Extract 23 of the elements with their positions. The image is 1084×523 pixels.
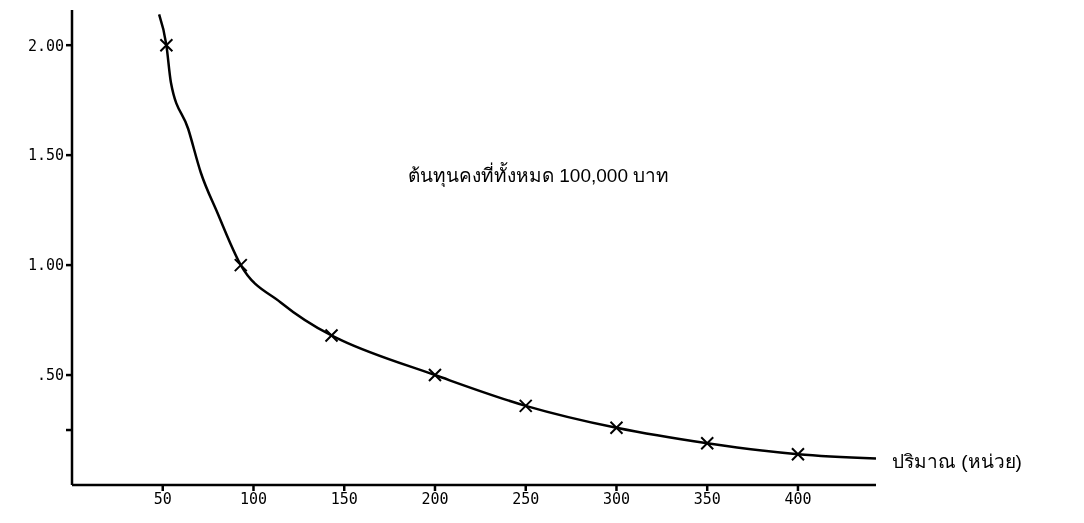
x-tick-label: 350 [693, 489, 721, 508]
annotation: ต้นทุนคงที่ทั้งหมด 100,000 บาท [408, 161, 670, 189]
x-tick-label: 400 [784, 489, 812, 508]
x-tick-label: 50 [153, 489, 172, 508]
x-axis-title: ปริมาณ (หน่วย) [892, 451, 1022, 473]
line-series [157, 13, 876, 460]
y-tick-label: 1.00 [27, 256, 64, 275]
point [159, 38, 174, 53]
point [700, 436, 715, 451]
point [324, 328, 339, 343]
x-tick-label: 100 [239, 489, 268, 508]
point [609, 420, 624, 435]
point [518, 398, 533, 413]
point [790, 447, 805, 462]
x-tick-label: 200 [421, 489, 449, 508]
y-tick-label: 1.50 [27, 146, 64, 165]
x-tick-label: 300 [602, 489, 631, 508]
y-tick-label: .50 [36, 366, 64, 385]
point [233, 258, 248, 273]
x-tick-label: 150 [330, 489, 358, 508]
x-tick-label: 250 [512, 489, 540, 508]
y-tick-label: 2.00 [27, 36, 64, 55]
point [427, 368, 442, 383]
